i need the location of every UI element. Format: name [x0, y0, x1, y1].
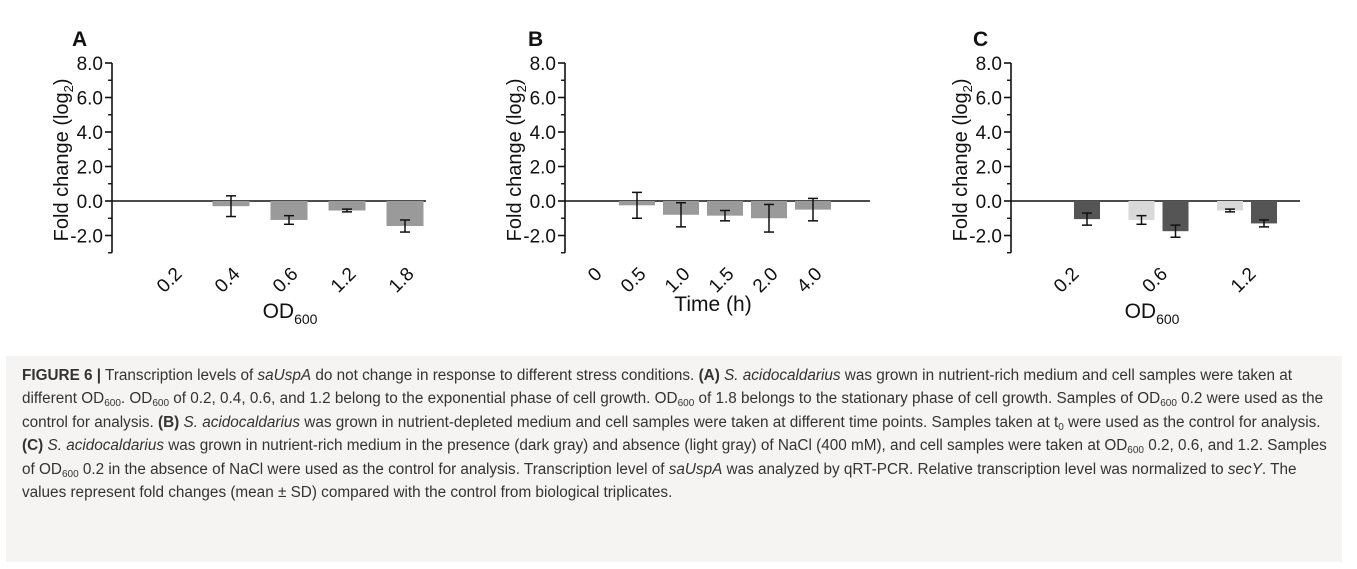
y-tick-label: 0.0	[976, 192, 1002, 213]
caption-subscript: 0	[1058, 421, 1064, 433]
caption-panel-ref: (A)	[698, 367, 720, 384]
y-tick-label: 8.0	[530, 54, 556, 75]
caption-subscript: 600	[152, 398, 170, 410]
y-tick-label: 4.0	[77, 123, 103, 144]
y-tick-label: 4.0	[976, 123, 1002, 144]
caption-text: . OD	[120, 390, 153, 408]
caption-panel-ref: (C)	[22, 437, 44, 455]
caption-text: was grown in nutrient-rich medium in the…	[164, 437, 1128, 455]
caption-text: of 0.2, 0.4, 0.6, and 1.2 belong to the …	[169, 390, 678, 408]
x-axis-title: OD600	[1125, 300, 1180, 327]
caption-figure-label: FIGURE 6 |	[22, 367, 102, 384]
y-tick-label: -2.0	[70, 227, 103, 248]
caption-subscript: 600	[1160, 398, 1177, 410]
x-tick-label: 0	[584, 264, 606, 286]
bar	[1251, 201, 1277, 224]
caption-subscript: 600	[677, 398, 695, 410]
caption-gene: secY	[1227, 460, 1262, 478]
y-tick-label: 2.0	[530, 158, 556, 179]
caption-text: 0.2 in the absence of NaCl were used as …	[78, 460, 669, 478]
caption-text: of 1.8 belongs to the stationary phase o…	[694, 390, 1161, 408]
y-tick-label: 6.0	[77, 89, 103, 110]
x-tick-label: 0.6	[269, 264, 303, 298]
y-axis-title: Fold change (log2)	[504, 78, 529, 241]
x-tick-label: 4.0	[793, 264, 827, 298]
bar	[270, 201, 308, 220]
x-tick-label: 0.4	[211, 263, 245, 297]
x-tick-label: 0.5	[617, 264, 651, 298]
y-axis-title: Fold change (log2)	[51, 78, 76, 241]
caption-gene: saUspA	[668, 460, 723, 478]
y-tick-label: 8.0	[976, 54, 1002, 75]
caption-text: Transcription levels of	[101, 367, 258, 384]
x-tick-label: 1.2	[1227, 264, 1261, 298]
x-tick-label: 1.8	[385, 264, 419, 298]
y-tick-label: 4.0	[530, 123, 556, 144]
caption-text: were used as the control for analysis.	[1063, 413, 1321, 431]
y-axis-title: Fold change (log2)	[950, 78, 975, 241]
caption-organism: S. acidocaldarius	[47, 437, 165, 455]
bar	[1074, 201, 1100, 220]
x-tick-label: 0.2	[1050, 264, 1084, 298]
y-tick-label: 6.0	[976, 89, 1002, 110]
caption-text: . The values represent fold changes (mea…	[22, 460, 1297, 502]
caption-text: 0.2 were used as the control for analysi…	[22, 390, 1324, 431]
panel-label: A	[72, 28, 87, 51]
x-axis-title: Time (h)	[674, 293, 751, 316]
x-axis-title: OD600	[263, 300, 318, 327]
caption-text: was grown in nutrient-rich medium and ce…	[22, 367, 1293, 408]
panel-label: C	[973, 28, 988, 51]
x-tick-label: 0.6	[1139, 264, 1173, 298]
caption-panel-ref: (B)	[158, 413, 180, 431]
y-tick-label: -2.0	[523, 227, 556, 248]
y-tick-label: 0.0	[530, 192, 556, 213]
caption-subscript: 600	[104, 398, 121, 410]
caption-organism: S. acidocaldarius	[724, 367, 841, 384]
caption-gene: saUspA	[257, 367, 312, 384]
bar	[328, 201, 366, 211]
y-tick-label: 0.0	[77, 192, 103, 213]
figure-caption: FIGURE 6 | Transcription levels of saUsp…	[6, 356, 1342, 562]
caption-organism: S. acidocaldarius	[183, 413, 301, 431]
x-tick-label: 1.2	[327, 264, 361, 298]
y-tick-label: 6.0	[530, 89, 556, 110]
y-tick-label: -2.0	[969, 227, 1002, 248]
panel-label: B	[528, 28, 543, 51]
caption-text: was grown in nutrient-depleted medium an…	[300, 413, 1059, 431]
y-tick-label: 8.0	[77, 54, 103, 75]
bar	[1128, 201, 1155, 220]
y-tick-label: 2.0	[976, 158, 1002, 179]
y-tick-label: 2.0	[77, 158, 103, 179]
caption-text: do not change in response to different s…	[311, 367, 699, 384]
x-tick-label: 2.0	[749, 264, 783, 298]
x-tick-label: 0.2	[153, 264, 187, 298]
caption-subscript: 600	[1127, 445, 1144, 457]
caption-text: 0.2, 0.6, and 1.2. Samples of OD	[22, 437, 1327, 478]
caption-text: was analyzed by qRT-PCR. Relative transc…	[722, 460, 1228, 478]
caption-subscript: 600	[61, 468, 79, 480]
bar	[707, 201, 743, 216]
bar	[1217, 201, 1243, 211]
